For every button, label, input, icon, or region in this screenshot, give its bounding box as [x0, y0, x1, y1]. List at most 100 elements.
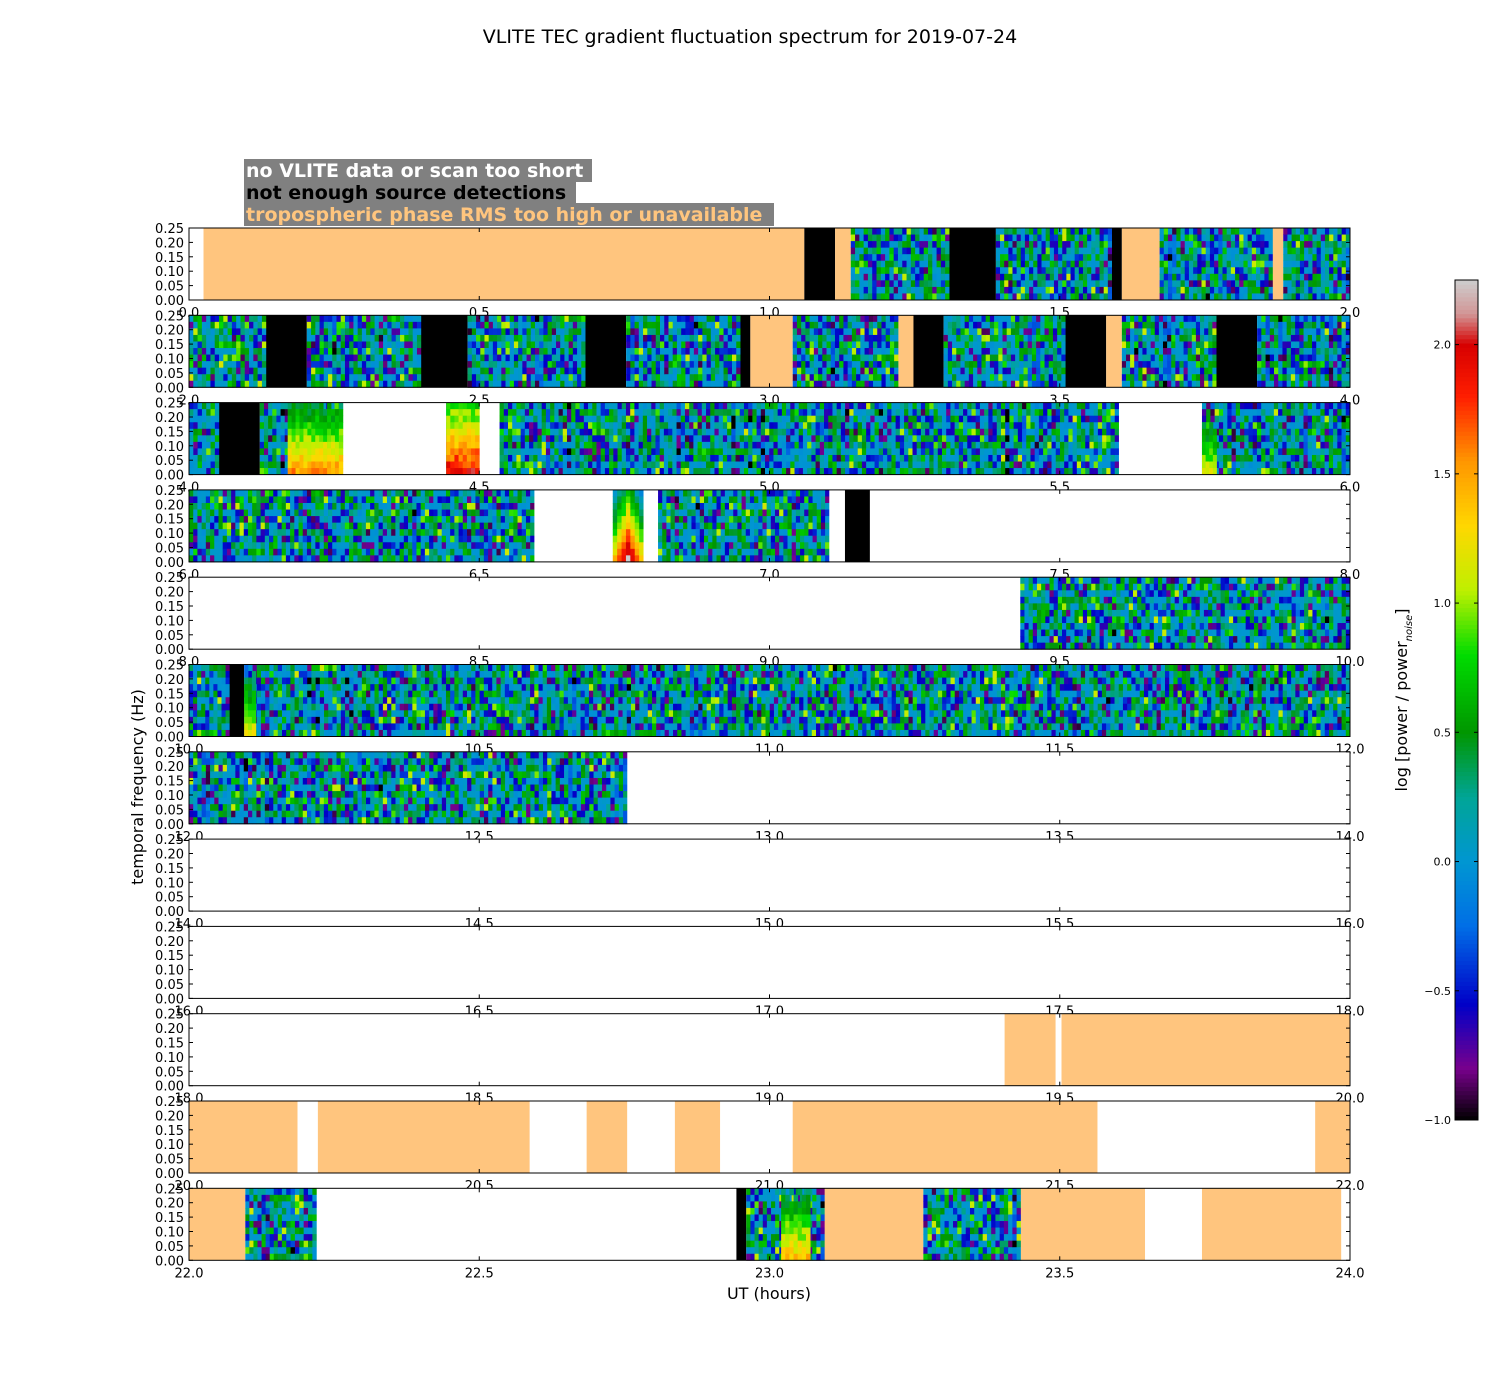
spectrum-cell	[706, 422, 711, 430]
spectrum-cell	[811, 415, 816, 423]
spectrum-cell	[1146, 328, 1152, 336]
spectrum-cell	[668, 461, 673, 469]
spectrum-cell	[499, 461, 505, 469]
spectrum-cell	[545, 441, 551, 449]
spectrum-cell	[870, 441, 875, 449]
spectrum-cell	[604, 441, 610, 449]
spectrum-cell	[1341, 260, 1347, 268]
spectrum-cell	[1167, 228, 1173, 235]
spectrum-cell	[830, 361, 836, 369]
spectrum-cell	[964, 334, 970, 342]
spectrum-cell	[722, 468, 728, 475]
spectrum-cell	[1062, 280, 1067, 288]
spectrum-cell	[306, 374, 312, 382]
spectrum-cell	[748, 402, 753, 410]
spectrum-cell	[480, 334, 485, 342]
spectrum-cell	[685, 380, 691, 388]
spectrum-cell	[643, 315, 648, 323]
spectrum-cell	[416, 341, 422, 349]
spectrum-cell	[954, 461, 960, 469]
spectrum-cell	[261, 334, 267, 342]
spectrum-cell	[1283, 228, 1288, 235]
spectrum-cell	[786, 409, 791, 417]
spectrum-cell	[1283, 234, 1288, 242]
spectrum-cell	[201, 409, 207, 417]
spectrum-cell	[467, 374, 473, 382]
spectrum-cell	[1188, 260, 1194, 268]
spectrum-cell	[995, 234, 1001, 242]
spectrum-cell	[1031, 334, 1037, 342]
spectrum-cell	[558, 402, 564, 410]
spectrum-cell	[760, 415, 766, 423]
spectrum-cell	[647, 328, 652, 336]
spectrum-cell	[231, 374, 237, 382]
spectrum-cell	[1212, 321, 1217, 329]
spectrum-cell	[378, 361, 384, 369]
spectrum-cell	[676, 461, 682, 469]
spectrum-cell	[522, 341, 527, 349]
spectrum-cell	[566, 448, 572, 456]
spectrum-cell	[881, 334, 887, 342]
spectrum-cell	[811, 409, 816, 417]
spectrum-cell	[954, 409, 960, 417]
spectrum-cell	[1256, 267, 1261, 275]
spectrum-cell	[1247, 228, 1253, 235]
spectrum-cell	[655, 402, 661, 410]
spectrum-cell	[1230, 267, 1236, 275]
spectrum-cell	[210, 321, 216, 329]
spectrum-cell	[534, 380, 540, 388]
spectrum-cell	[1180, 273, 1186, 281]
spectrum-cell	[261, 315, 267, 323]
spectrum-cell	[1251, 273, 1257, 281]
spectrum-cell	[1257, 380, 1262, 388]
spectrum-cell	[1052, 354, 1058, 362]
spectrum-cell	[668, 334, 674, 342]
spectrum-cell	[932, 293, 937, 301]
spectrum-cell	[193, 468, 199, 475]
spectrum-cell	[672, 461, 677, 469]
spectrum-cell	[1006, 315, 1012, 323]
spectrum-cell	[1337, 241, 1343, 249]
spectrum-cell	[1264, 267, 1269, 275]
spectrum-cell	[853, 448, 859, 456]
spectrum-cell	[630, 409, 635, 417]
spectrum-cell	[731, 468, 736, 475]
spectrum-cell	[920, 422, 926, 430]
spectrum-cell	[756, 468, 762, 475]
spectrum-cell	[332, 334, 337, 342]
spectrum-cell	[497, 315, 502, 323]
spectrum-cell	[575, 435, 581, 443]
spectrum-cell	[1333, 361, 1338, 369]
spectrum-cell	[416, 334, 422, 342]
spectrum-cell	[912, 435, 918, 443]
spectrum-cell	[630, 468, 635, 475]
spectrum-cell	[1295, 260, 1301, 268]
spectrum-cell	[550, 415, 555, 423]
spectrum-cell	[1345, 241, 1351, 249]
spectrum-cell	[1286, 367, 1292, 375]
spectrum-cell	[1024, 247, 1030, 255]
spectrum-cell	[1172, 293, 1177, 301]
spectrum-cell	[206, 415, 211, 423]
spectrum-cell	[1138, 354, 1143, 362]
spectrum-cell	[206, 341, 211, 349]
spectrum-cell	[571, 448, 576, 456]
spectrum-cell	[883, 428, 888, 436]
spectrum-cell	[672, 448, 677, 456]
spectrum-cell	[998, 361, 1003, 369]
spectrum-cell	[752, 468, 757, 475]
spectrum-cell	[366, 321, 371, 329]
spectrum-cell	[877, 341, 882, 349]
spectrum-cell	[387, 367, 392, 375]
spectrum-cell	[1171, 334, 1176, 342]
spectrum-cell	[1183, 374, 1189, 382]
spectrum-cell	[497, 341, 502, 349]
spectrum-cell	[306, 380, 312, 388]
spectrum-cell	[967, 415, 972, 423]
spectrum-cell	[1167, 348, 1172, 355]
spectrum-cell	[925, 454, 930, 462]
spectrum-cell	[950, 428, 956, 436]
spectrum-cell	[1260, 254, 1265, 262]
spectrum-cell	[323, 367, 329, 375]
spectrum-cell	[1268, 286, 1274, 294]
